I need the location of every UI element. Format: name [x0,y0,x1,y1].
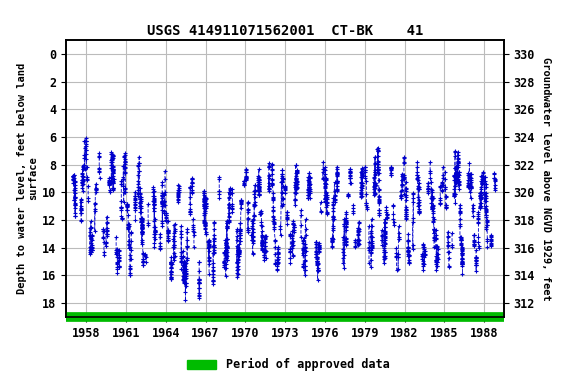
Legend: Period of approved data: Period of approved data [182,354,394,376]
Y-axis label: Depth to water level, feet below land
surface: Depth to water level, feet below land su… [17,63,38,294]
Title: USGS 414911071562001  CT-BK    41: USGS 414911071562001 CT-BK 41 [147,24,423,38]
Y-axis label: Groundwater level above NGVD 1929, feet: Groundwater level above NGVD 1929, feet [541,57,551,300]
